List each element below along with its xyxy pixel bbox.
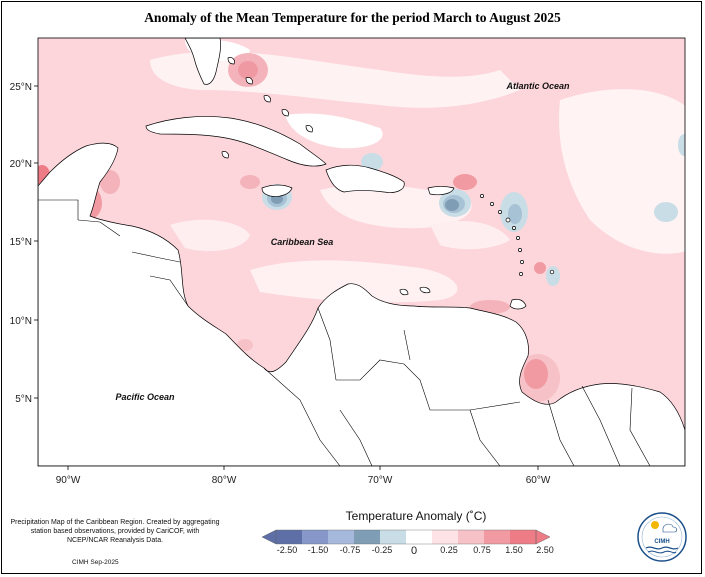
lon-label: 60°W — [526, 475, 551, 486]
puerto-rico — [427, 186, 455, 196]
legend-tick: 0 — [411, 545, 417, 557]
warm-patch — [534, 262, 546, 274]
map-border — [37, 37, 686, 467]
legend-bin — [354, 530, 380, 544]
lat-label: 15°N — [10, 237, 32, 248]
atlantic-label: Atlantic Ocean — [505, 81, 570, 91]
caribbean-label: Caribbean Sea — [271, 237, 334, 247]
lon-label: 90°W — [56, 475, 81, 486]
neutral-zone — [170, 219, 250, 252]
legend-bin — [458, 530, 484, 544]
neutral-zone — [285, 113, 383, 149]
anomaly-field — [38, 38, 685, 466]
legend-tick: -2.50 — [277, 545, 298, 555]
land — [38, 38, 685, 466]
legend-tick: -0.75 — [340, 545, 361, 555]
neutral-zone — [559, 89, 685, 254]
legend-title: Temperature Anomaly (˚C) — [345, 509, 487, 523]
legend-tick: 0.75 — [473, 545, 491, 555]
pacific-label: Pacific Ocean — [115, 392, 175, 402]
legend-tick: 1.50 — [505, 545, 523, 555]
lat-label: 25°N — [10, 82, 32, 93]
legend-bin — [510, 530, 536, 544]
legend-tick: 2.50 — [536, 545, 554, 555]
warm-patch — [524, 359, 548, 389]
florida — [184, 38, 221, 85]
warm-patch — [238, 61, 258, 79]
cool-patch — [508, 204, 522, 224]
legend-bin — [276, 530, 302, 544]
lat-label: 20°N — [10, 159, 32, 170]
hispaniola — [325, 164, 405, 193]
sun-icon — [651, 521, 659, 529]
legend-bin — [484, 530, 510, 544]
cool-patch — [445, 199, 459, 211]
lon-label: 70°W — [368, 475, 393, 486]
legend-colorbar — [261, 529, 551, 545]
credit-date: CIMH Sep-2025 — [72, 559, 119, 566]
cool-patch — [678, 134, 685, 156]
lat-label: 10°N — [10, 316, 32, 327]
lon-label: 80°W — [212, 475, 237, 486]
legend-bin — [432, 530, 458, 544]
cloud-icon — [662, 523, 678, 533]
legend-arrow-low — [261, 529, 277, 545]
lon-ticks — [67, 466, 539, 470]
cool-patch — [546, 266, 560, 286]
warm-patch — [453, 174, 477, 190]
jamaica — [261, 184, 293, 197]
cimh-logo: CIMH — [637, 512, 687, 562]
legend-tick: 0.25 — [440, 545, 458, 555]
cool-patch — [654, 202, 678, 222]
logo-text: CIMH — [654, 539, 669, 545]
map-title: Anomaly of the Mean Temperature for the … — [144, 10, 561, 25]
credit-text: Precipitation Map of the Caribbean Regio… — [10, 519, 220, 544]
legend-bin — [328, 530, 354, 544]
borders — [38, 199, 651, 466]
mainland — [38, 142, 685, 466]
warm-patch — [240, 175, 260, 189]
neutral-zone — [320, 184, 472, 229]
legend-tick: -0.25 — [372, 545, 393, 555]
cool-patch — [361, 153, 383, 171]
legend-bin — [302, 530, 328, 544]
legend-bin — [380, 530, 406, 544]
legend-arrow-high — [535, 529, 551, 545]
cuba — [145, 116, 327, 167]
wave-icon — [645, 546, 679, 550]
warm-patch — [237, 339, 253, 351]
lat-label: 5°N — [15, 394, 32, 405]
legend-bin — [406, 530, 432, 544]
lat-ticks — [34, 85, 38, 399]
legend-ticks: -2.50 -1.50 -0.75 -0.25 0 0.25 0.75 1.50… — [277, 545, 554, 557]
neutral-zone — [430, 220, 510, 250]
legend-tick: -1.50 — [308, 545, 329, 555]
